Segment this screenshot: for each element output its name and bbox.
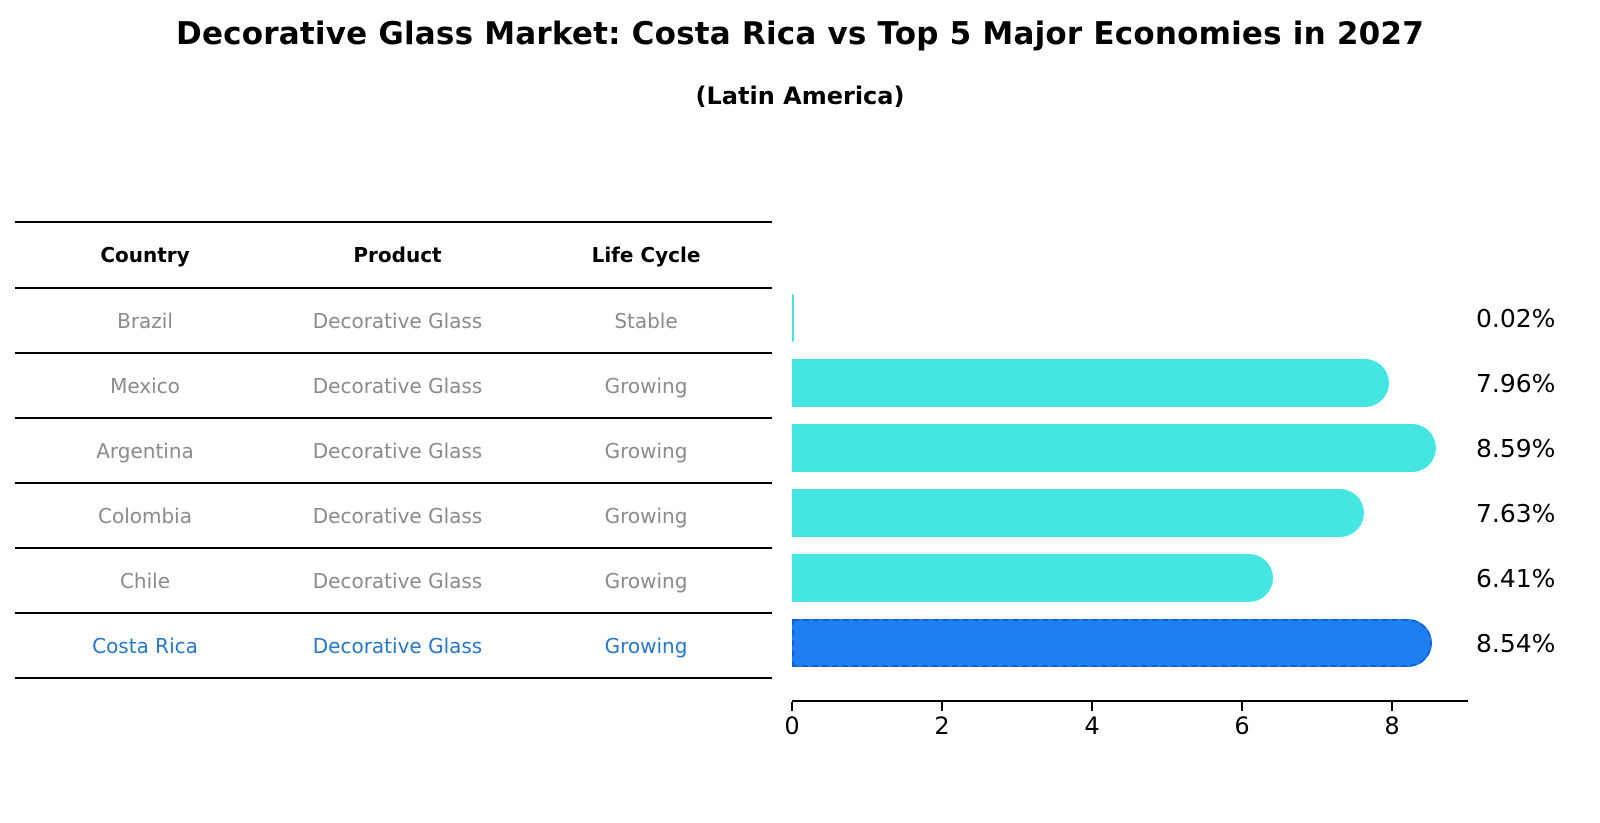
- table-header-row: Country Product Life Cycle: [15, 221, 772, 289]
- table-row-mexico: Mexico Decorative Glass Growing: [15, 354, 772, 419]
- x-axis-tick-label: 4: [1084, 712, 1100, 740]
- cell-product: Decorative Glass: [312, 633, 483, 658]
- value-label-brazil: 0.02%: [1476, 303, 1556, 333]
- x-axis-tick: [1241, 702, 1243, 711]
- cell-product: Decorative Glass: [312, 438, 483, 463]
- x-axis-line: [792, 700, 1468, 702]
- cell-life-cycle: Growing: [604, 373, 688, 398]
- bar-brazil: [792, 294, 794, 342]
- cell-country: Costa Rica: [92, 633, 198, 658]
- cell-country: Brazil: [117, 308, 173, 333]
- cell-life-cycle: Growing: [604, 503, 688, 528]
- value-label-costa-rica: 8.54%: [1476, 628, 1556, 658]
- cell-country: Argentina: [96, 438, 194, 463]
- column-header-life-cycle: Life Cycle: [591, 243, 701, 267]
- cell-country: Chile: [119, 568, 171, 593]
- bar-argentina: [792, 424, 1436, 472]
- column-header-product: Product: [353, 243, 442, 267]
- page-title: Decorative Glass Market: Costa Rica vs T…: [176, 16, 1424, 52]
- cell-life-cycle: Stable: [614, 308, 678, 333]
- x-axis-tick: [1091, 702, 1093, 711]
- x-axis-tick: [1391, 702, 1393, 711]
- cell-product: Decorative Glass: [312, 308, 483, 333]
- country-table: Country Product Life Cycle Brazil Decora…: [15, 221, 772, 679]
- cell-product: Decorative Glass: [312, 568, 483, 593]
- bar-chile: [792, 554, 1273, 602]
- x-axis-tick: [791, 702, 793, 711]
- value-label-chile: 6.41%: [1476, 563, 1556, 593]
- cell-product: Decorative Glass: [312, 373, 483, 398]
- bar-colombia: [792, 489, 1364, 537]
- cell-country: Mexico: [110, 373, 180, 398]
- page-subtitle: (Latin America): [695, 82, 905, 110]
- column-header-country: Country: [100, 243, 190, 267]
- table-row-chile: Chile Decorative Glass Growing: [15, 549, 772, 614]
- table-row-colombia: Colombia Decorative Glass Growing: [15, 484, 772, 549]
- x-axis-tick-label: 0: [784, 712, 800, 740]
- bar-mexico: [792, 359, 1389, 407]
- table-row-argentina: Argentina Decorative Glass Growing: [15, 419, 772, 484]
- cell-country: Colombia: [98, 503, 192, 528]
- x-axis-tick-label: 2: [934, 712, 950, 740]
- bar-costa-rica-highlighted: [792, 619, 1432, 667]
- value-label-colombia: 7.63%: [1476, 498, 1556, 528]
- x-axis-tick-label: 8: [1384, 712, 1400, 740]
- cell-life-cycle: Growing: [604, 438, 688, 463]
- x-axis-tick-label: 6: [1234, 712, 1250, 740]
- table-row-costa-rica-highlighted: Costa Rica Decorative Glass Growing: [15, 614, 772, 679]
- value-label-mexico: 7.96%: [1476, 368, 1556, 398]
- cell-life-cycle: Growing: [604, 568, 688, 593]
- x-axis-tick: [941, 702, 943, 711]
- table-row-brazil: Brazil Decorative Glass Stable: [15, 289, 772, 354]
- cell-product: Decorative Glass: [312, 503, 483, 528]
- cell-life-cycle: Growing: [604, 633, 688, 658]
- value-label-argentina: 8.59%: [1476, 433, 1556, 463]
